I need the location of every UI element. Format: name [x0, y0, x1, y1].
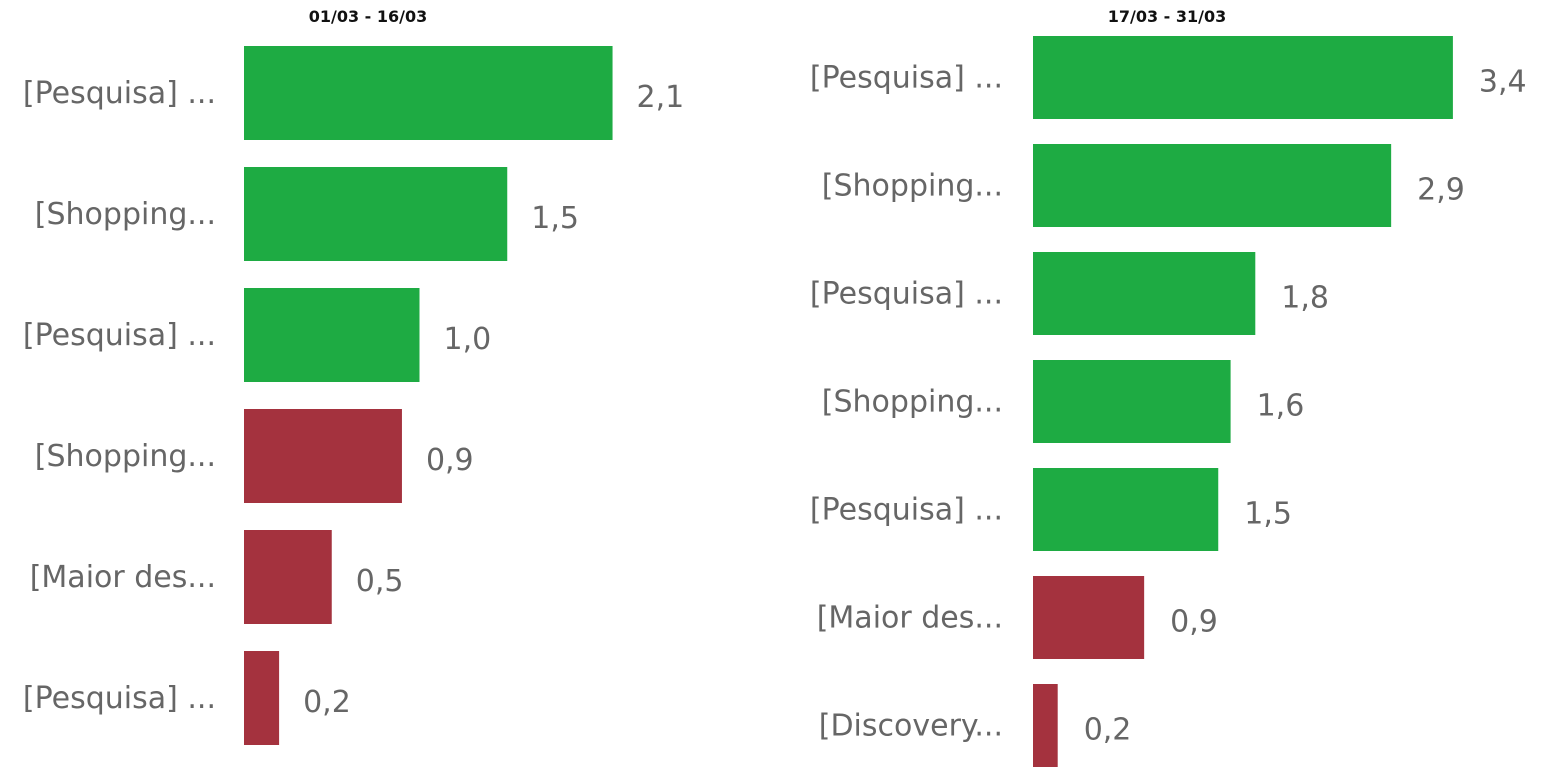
data-label: 1,5: [1244, 497, 1292, 532]
chart-2: 17/03 - 31/03 [Pesquisa] ... 3,4 [Shopping.…: [810, 7, 1527, 767]
category-label: [Shopping...: [35, 439, 216, 474]
bar: [1033, 144, 1392, 227]
data-label: 0,2: [303, 685, 351, 720]
data-label: 2,9: [1417, 173, 1465, 208]
category-label: [Pesquisa] ...: [23, 76, 216, 111]
bar: [244, 288, 420, 382]
data-label: 0,9: [1170, 605, 1218, 640]
data-label: 0,9: [426, 443, 474, 478]
bar: [1033, 36, 1453, 119]
category-label: [Pesquisa] ...: [23, 681, 216, 716]
data-label: 2,1: [637, 80, 685, 115]
category-label: [Pesquisa] ...: [810, 277, 1003, 312]
category-label: [Pesquisa] ...: [23, 318, 216, 353]
bar: [244, 167, 508, 261]
bar: [1033, 252, 1256, 335]
category-label: [Shopping...: [822, 385, 1003, 420]
data-label: 0,2: [1084, 713, 1132, 748]
data-label: 3,4: [1479, 65, 1527, 100]
category-label: [Pesquisa] ...: [810, 493, 1003, 528]
data-label: 1,6: [1257, 389, 1305, 424]
bar: [1033, 684, 1058, 767]
data-label: 1,0: [444, 322, 492, 357]
chart-1: 01/03 - 16/03 [Pesquisa] ... 2,1 [Shopping.…: [23, 7, 684, 745]
category-label: [Pesquisa] ...: [810, 61, 1003, 96]
category-label: [Maior des...: [817, 601, 1003, 636]
bar: [1033, 360, 1231, 443]
data-label: 1,5: [531, 201, 579, 236]
data-label: 0,5: [356, 564, 404, 599]
bar: [244, 409, 402, 503]
bar: [244, 46, 613, 140]
chart-title: 01/03 - 16/03: [309, 7, 428, 26]
bar: [1033, 576, 1145, 659]
bar: [1033, 468, 1219, 551]
category-label: [Shopping...: [822, 169, 1003, 204]
category-label: [Discovery...: [819, 709, 1003, 744]
data-label: 1,8: [1281, 281, 1329, 316]
category-label: [Shopping...: [35, 197, 216, 232]
bar: [244, 530, 332, 624]
bar: [244, 651, 280, 745]
category-label: [Maior des...: [30, 560, 216, 595]
chart-title: 17/03 - 31/03: [1108, 7, 1227, 26]
